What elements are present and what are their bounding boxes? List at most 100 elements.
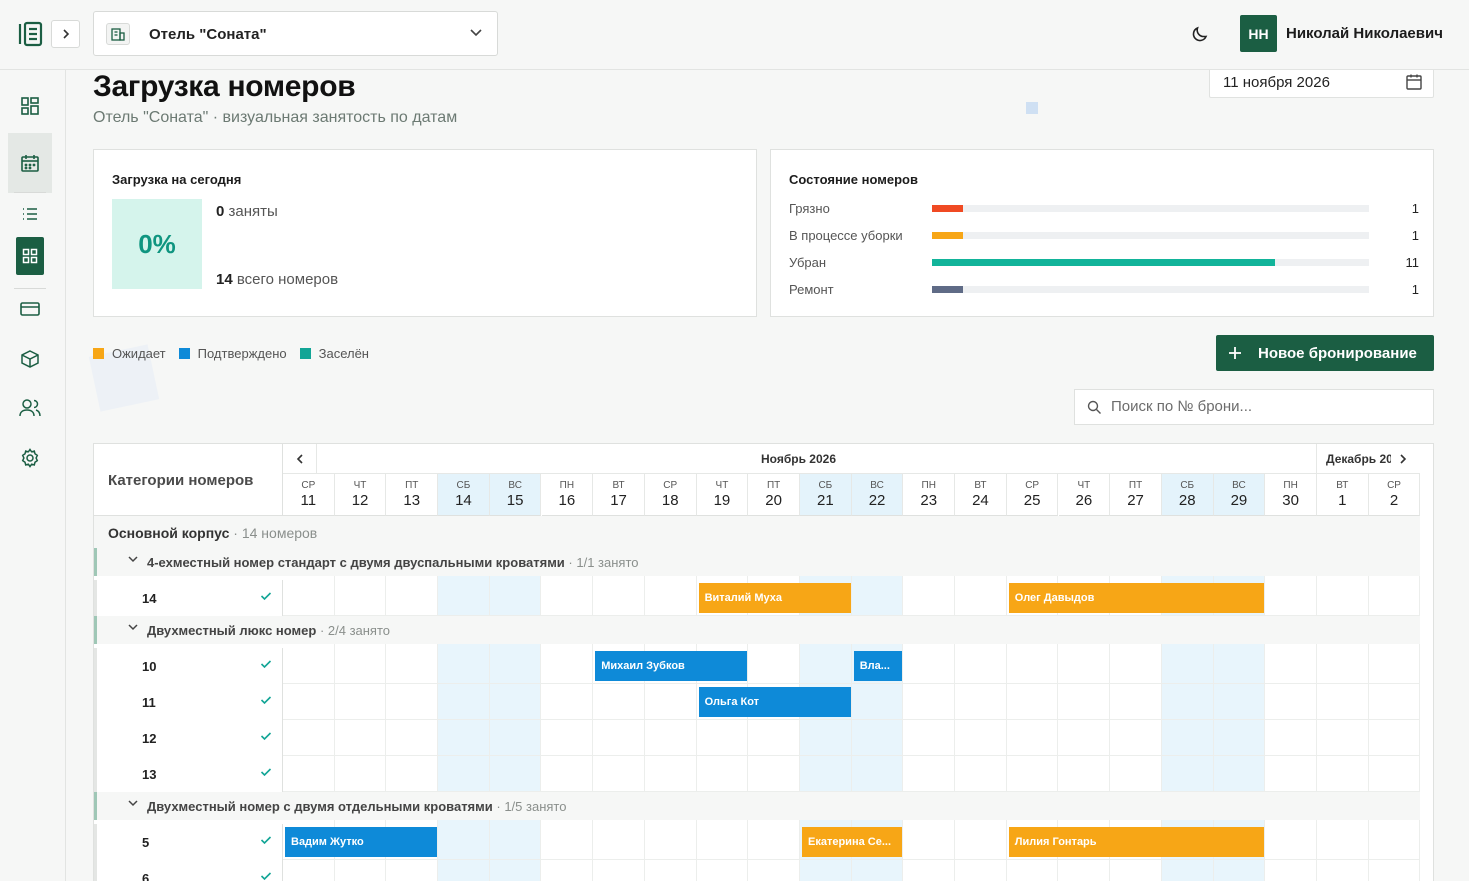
room-state-label: Грязно xyxy=(789,201,830,216)
day-of-week: СР xyxy=(1387,480,1401,491)
legend-label: Заселён xyxy=(318,346,369,361)
room-state-label: Убран xyxy=(789,255,827,270)
room-category-row[interactable]: 4-ехместный номер стандарт с двумя двусп… xyxy=(94,548,1420,576)
check-icon xyxy=(260,872,272,881)
sidebar-item-dashboard[interactable] xyxy=(8,84,52,128)
room-category-name: Двухместный номер с двумя отдельными кро… xyxy=(147,799,567,814)
check-icon xyxy=(260,660,272,669)
room-row: 12 xyxy=(94,720,1420,756)
day-header: СР 2 xyxy=(1368,474,1421,516)
chevron-down-icon[interactable] xyxy=(127,623,139,633)
booking-bar[interactable]: Виталий Муха xyxy=(698,583,851,613)
booking-search-input[interactable] xyxy=(1111,398,1411,415)
calendar-icon xyxy=(21,155,39,172)
room-number: 13 xyxy=(142,767,157,782)
room-name-cell[interactable]: 14 xyxy=(94,580,283,616)
sidebar-item-settings[interactable] xyxy=(8,436,52,480)
day-number: 24 xyxy=(972,492,989,509)
day-header: ПТ 13 xyxy=(386,474,439,516)
avatar[interactable]: НН xyxy=(1240,15,1277,52)
room-name-cell[interactable]: 13 xyxy=(94,756,283,792)
app-logo-icon[interactable] xyxy=(16,19,46,49)
booking-bar[interactable]: Екатерина Се... xyxy=(802,827,903,857)
date-picker[interactable]: 11 ноября 2026 xyxy=(1209,70,1434,98)
day-header: СР 25 xyxy=(1006,474,1059,516)
hotel-select[interactable]: Отель "Соната" xyxy=(93,11,498,56)
day-header: ВТ 1 xyxy=(1317,474,1369,516)
room-state-card: Состояние номеров Грязно 1 В процессе убор… xyxy=(770,149,1434,317)
booking-bar[interactable]: Лилия Гонтарь xyxy=(1008,827,1265,857)
new-booking-button[interactable]: Новое бронирование xyxy=(1216,335,1434,371)
room-state-bar xyxy=(932,232,1369,239)
room-name-cell[interactable]: 10 xyxy=(94,648,283,684)
next-month-button[interactable] xyxy=(1386,444,1420,474)
theme-toggle-moon-icon[interactable] xyxy=(1190,24,1210,44)
day-number: 1 xyxy=(1338,492,1347,509)
booking-bar[interactable]: Вла... xyxy=(853,651,903,681)
legend-label: Ожидает xyxy=(112,346,166,361)
room-name-cell[interactable]: 5 xyxy=(94,824,283,860)
room-row: 13 xyxy=(94,756,1420,792)
room-row: 10 Михаил Зубков Вла... xyxy=(94,648,1420,684)
check-icon xyxy=(260,768,272,777)
day-header: ВТ 24 xyxy=(955,474,1007,516)
day-of-week: ПТ xyxy=(766,480,781,491)
room-state-count: 11 xyxy=(1405,255,1420,270)
room-state-count: 1 xyxy=(1411,282,1419,297)
chevron-down-icon[interactable] xyxy=(127,555,139,565)
day-number: 28 xyxy=(1178,492,1196,509)
room-category-row[interactable]: Двухместный люкс номер · 2/4 занято xyxy=(94,616,1420,644)
chevron-down-icon[interactable] xyxy=(127,799,139,809)
room-state-row: Ремонт 1 xyxy=(789,280,1419,300)
occupied-count: 0 заняты xyxy=(216,203,278,220)
sidebar-item-room-load[interactable] xyxy=(16,237,44,275)
room-row: 5 Вадим Жутко Екатерина Се... Лилия Гонтарь xyxy=(94,824,1420,860)
expand-sidebar-button[interactable] xyxy=(51,20,80,48)
day-header: ВС 22 xyxy=(851,474,904,516)
day-header: СБ 21 xyxy=(800,474,852,516)
day-of-week: ВС xyxy=(1232,480,1246,491)
room-number: 11 xyxy=(142,695,156,710)
building-name: Основной корпус · 14 номеров xyxy=(108,525,318,541)
legend-label: Подтверждено xyxy=(197,346,287,361)
sidebar-item-list[interactable] xyxy=(8,192,52,236)
room-number: 12 xyxy=(142,731,157,746)
room-name-cell[interactable]: 11 xyxy=(94,684,283,720)
legend-item: Подтверждено xyxy=(178,346,287,361)
room-state-count: 1 xyxy=(1411,228,1419,243)
room-row: 14 Виталий Муха Олег Давыдов xyxy=(94,580,1420,616)
list-icon xyxy=(23,208,37,220)
day-header: СБ 14 xyxy=(438,474,490,516)
day-header: ПН 23 xyxy=(903,474,956,516)
plus-icon xyxy=(1229,347,1241,359)
room-number: 14 xyxy=(142,591,157,606)
room-category-row[interactable]: Двухместный номер с двумя отдельными кро… xyxy=(94,792,1420,820)
sidebar-item-inventory[interactable] xyxy=(8,337,52,381)
calendar-icon xyxy=(1406,74,1422,90)
booking-search[interactable] xyxy=(1074,389,1434,425)
sidebar-item-payments[interactable] xyxy=(8,287,52,331)
day-number: 29 xyxy=(1230,492,1248,509)
sidebar-item-calendar[interactable] xyxy=(8,133,52,193)
user-name[interactable]: Николай Николаевич xyxy=(1286,25,1443,42)
booking-bar[interactable]: Ольга Кот xyxy=(698,687,851,717)
booking-bar[interactable]: Вадим Жутко xyxy=(285,827,438,857)
room-name-cell[interactable]: 6 xyxy=(94,860,283,881)
day-of-week: ПТ xyxy=(405,480,419,491)
room-name-cell[interactable]: 12 xyxy=(94,720,283,756)
booking-bar[interactable]: Михаил Зубков xyxy=(595,651,748,681)
day-number: 30 xyxy=(1282,492,1299,509)
day-of-week: СБ xyxy=(456,480,471,491)
booking-bar[interactable]: Олег Давыдов xyxy=(1008,583,1265,613)
legend-swatch xyxy=(178,348,190,359)
prev-month-button[interactable] xyxy=(283,444,317,474)
month-navigation: Ноябрь 2026 Декабрь 2026 xyxy=(283,444,1420,474)
room-category-name: Двухместный люкс номер · 2/4 занято xyxy=(147,623,391,638)
room-state-bar xyxy=(932,259,1369,266)
chevron-right-icon xyxy=(1400,454,1407,464)
sidebar-item-guests[interactable] xyxy=(8,386,52,430)
page-subtitle: Отель "Соната" · визуальная занятость по… xyxy=(93,109,458,126)
day-number: 19 xyxy=(713,492,731,509)
room-number: 10 xyxy=(142,659,157,674)
day-header: ПН 16 xyxy=(541,474,594,516)
